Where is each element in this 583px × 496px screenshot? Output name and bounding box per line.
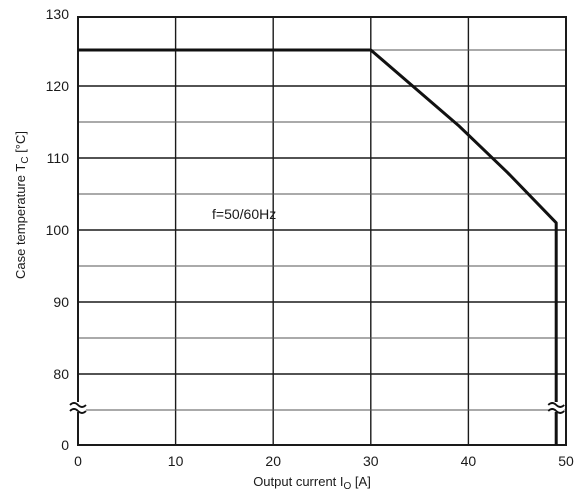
y-tick-label: 120 xyxy=(46,78,70,94)
x-tick-labels: 0 10 20 30 40 50 xyxy=(74,453,574,469)
y-tick-label: 100 xyxy=(46,222,70,238)
x-tick-label: 10 xyxy=(168,453,184,469)
x-tick-label: 50 xyxy=(558,453,574,469)
y-tick-label: 80 xyxy=(53,366,69,382)
y-tick-labels: 80 90 100 110 120 130 xyxy=(46,6,70,382)
y-tick-label: 90 xyxy=(53,294,69,310)
x-tick-label: 0 xyxy=(74,453,82,469)
x-tick-label: 30 xyxy=(363,453,379,469)
x-axis-title: Output current IO [A] xyxy=(253,474,371,492)
x-tick-label: 40 xyxy=(461,453,477,469)
y-tick-label: 130 xyxy=(46,6,70,22)
y-origin-label: 0 xyxy=(61,437,69,453)
frequency-annotation: f=50/60Hz xyxy=(212,206,276,222)
plot-frame xyxy=(77,16,567,446)
grid xyxy=(78,17,566,445)
y-axis-title: Case temperature TC [°C] xyxy=(13,131,31,279)
x-tick-label: 20 xyxy=(265,453,281,469)
axis-break-marks xyxy=(69,402,565,414)
y-axis-break-mark xyxy=(69,402,87,414)
series-line xyxy=(78,48,558,445)
y-tick-label: 110 xyxy=(47,150,70,166)
series-break-mark xyxy=(547,402,565,414)
